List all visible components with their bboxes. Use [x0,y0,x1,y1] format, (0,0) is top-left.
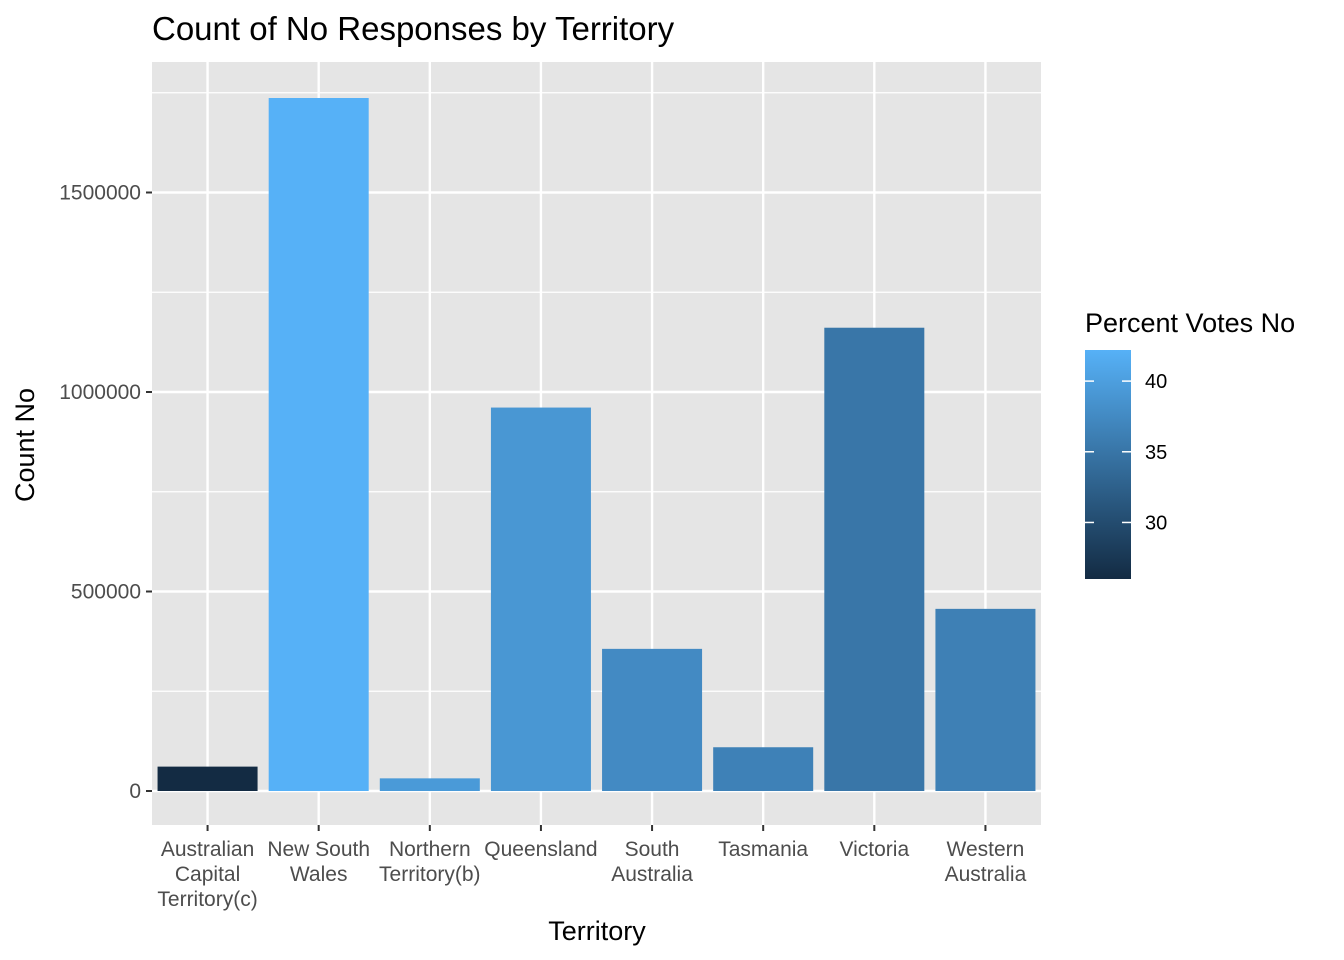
y-axis-title: Count No [10,388,40,502]
bar-victoria [824,327,925,791]
x-axis: Australian Capital Territory(c)New South Wa… [157,825,1027,911]
y-tick-label: 1500000 [59,182,141,205]
bar-australian-capital-territory-c- [157,766,258,791]
x-tick-label: Tasmania [718,838,808,861]
bar-new-south-wales [268,98,369,791]
chart-title: Count of No Responses by Territory [152,10,675,47]
bar-queensland [490,407,591,791]
bar-south-australia [602,648,703,791]
y-tick-label: 500000 [71,581,141,604]
legend-tick-label: 30 [1145,512,1167,534]
y-axis: 0 500000 1000000 1500000 [59,182,152,803]
y-tick-label: 0 [129,780,141,803]
x-tick-label: Northern Territory(b) [379,838,481,886]
legend: Percent Votes No 30 35 40 [1085,308,1295,579]
bar-western-australia [935,608,1036,791]
legend-title: Percent Votes No [1085,308,1295,338]
x-axis-title: Territory [548,916,646,946]
x-tick-label: Western Australia [945,838,1027,886]
legend-ticks: 30 35 40 [1085,371,1167,534]
x-tick-label: Queensland [484,838,597,861]
bars [157,98,1036,791]
x-tick-label: South Australia [611,838,693,886]
x-tick-label: Australian Capital Territory(c) [157,838,257,911]
bar-tasmania [713,747,814,791]
bar-northern-territory-b- [379,778,480,791]
y-tick-label: 1000000 [59,381,141,404]
x-tick-label: New South Wales [267,838,370,886]
legend-tick-label: 40 [1145,371,1167,393]
x-tick-label: Victoria [839,838,909,861]
legend-colorbar [1085,350,1131,579]
legend-tick-label: 35 [1145,442,1167,464]
